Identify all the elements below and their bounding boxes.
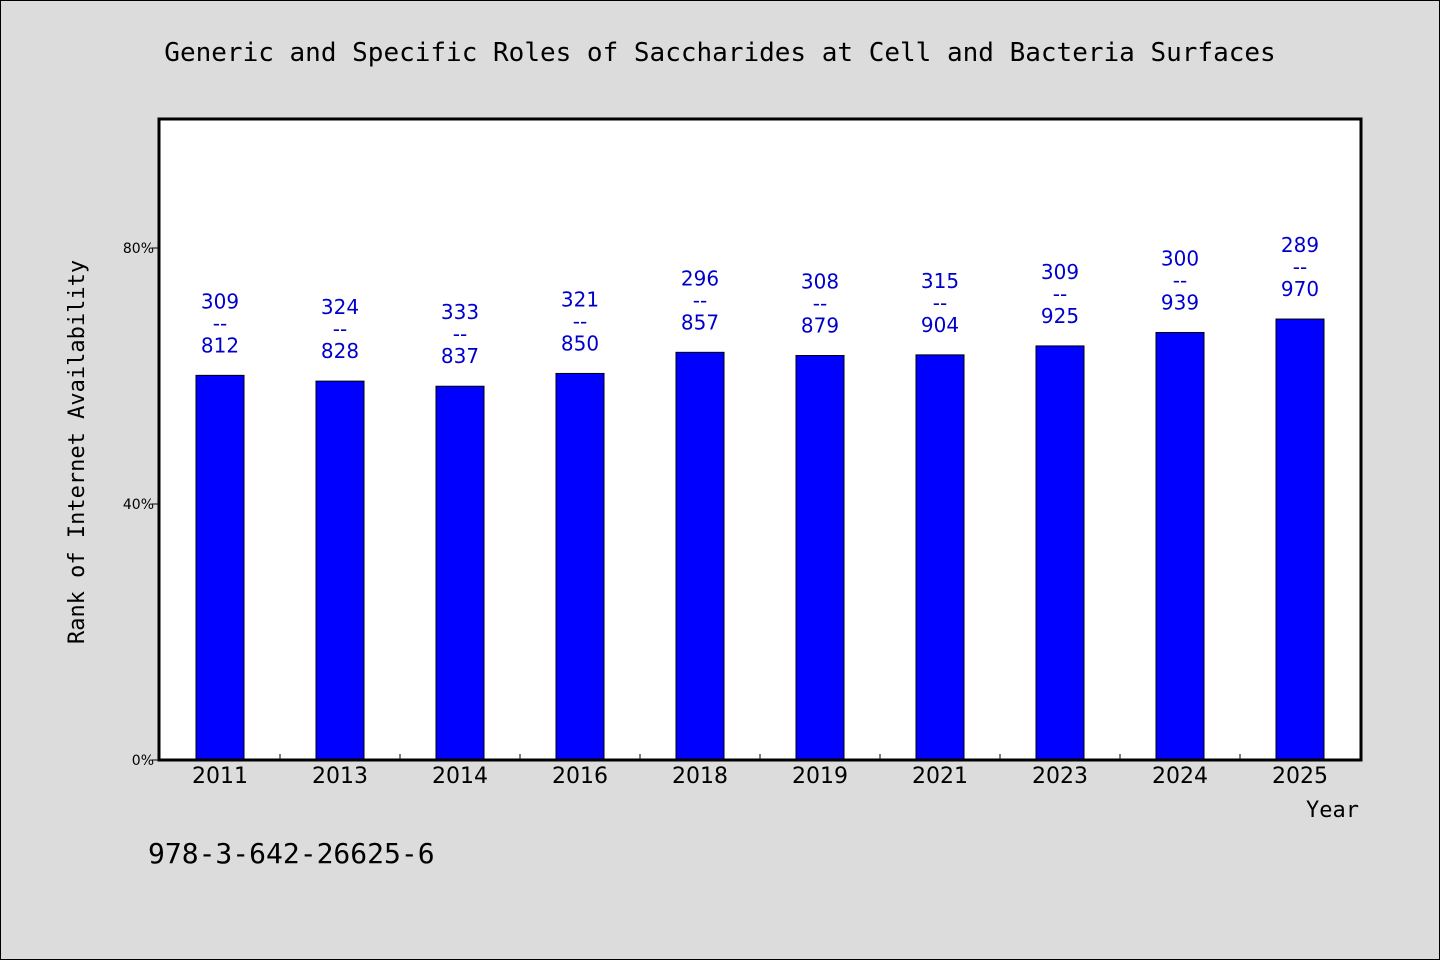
x-tick-label-2013: 2013: [312, 764, 368, 789]
x-tick-label-2024: 2024: [1152, 764, 1208, 789]
bar-label-bottom-2018: 857: [681, 310, 719, 334]
bar-label-bottom-2021: 904: [921, 313, 959, 337]
bar-label-bottom-2014: 837: [441, 344, 479, 368]
bar-label-dash-2024: --: [1173, 268, 1187, 292]
bar-label-dash-2013: --: [333, 317, 347, 341]
y-axis-label: Rank of Internet Availability: [65, 260, 90, 644]
bar-label-top-2021: 315: [921, 269, 959, 293]
y-tick-label-40: 40%: [123, 497, 154, 513]
bar-2016: [555, 372, 605, 761]
bar-label-dash-2023: --: [1053, 282, 1067, 306]
bar-2011: [195, 374, 245, 761]
bar-2024: [1155, 331, 1205, 761]
x-tick-label-2023: 2023: [1032, 764, 1088, 789]
bar-2019: [795, 355, 845, 761]
bar-label-dash-2019: --: [813, 292, 827, 316]
bar-label-dash-2025: --: [1293, 255, 1307, 279]
bar-label-top-2025: 289: [1281, 233, 1319, 257]
bar-data-labels: 309--812324--828333--837321--850296--857…: [201, 233, 1319, 368]
y-tick-label-0: 0%: [132, 753, 154, 769]
bar-label-bottom-2024: 939: [1161, 290, 1199, 314]
bar-label-bottom-2016: 850: [561, 331, 599, 355]
x-tick-label-2016: 2016: [552, 764, 608, 789]
bar-label-bottom-2023: 925: [1041, 304, 1079, 328]
bar-2014: [435, 385, 485, 761]
bar-label-dash-2018: --: [693, 288, 707, 312]
isbn-label: 978-3-642-26625-6: [148, 837, 435, 870]
bar-2018: [675, 351, 725, 761]
bar-2023: [1035, 345, 1085, 761]
bar-label-dash-2011: --: [213, 311, 227, 335]
bar-label-dash-2016: --: [573, 309, 587, 333]
x-tick-label-2011: 2011: [192, 764, 248, 789]
bar-label-top-2019: 308: [801, 270, 839, 294]
bar-2021: [915, 354, 965, 761]
x-axis-ticks: 2011 2013 2014 2016 2018 2019 2021 2023 2024 2025: [159, 754, 1361, 789]
y-axis-ticks: 0% 40% 80%: [123, 241, 160, 769]
x-axis-label: Year: [1306, 798, 1359, 823]
bar-2025: [1275, 318, 1325, 761]
bar-label-bottom-2013: 828: [321, 339, 359, 363]
x-tick-label-2019: 2019: [792, 764, 848, 789]
chart-title: Generic and Specific Roles of Saccharide…: [164, 38, 1275, 68]
x-tick-label-2018: 2018: [672, 764, 728, 789]
y-tick-label-80: 80%: [123, 241, 154, 257]
bar-label-dash-2021: --: [933, 291, 947, 315]
bar-label-top-2013: 324: [321, 295, 359, 319]
bar-2013: [315, 380, 365, 761]
bar-series: [195, 318, 1325, 761]
x-tick-label-2021: 2021: [912, 764, 968, 789]
bar-label-top-2011: 309: [201, 289, 239, 313]
bar-label-bottom-2025: 970: [1281, 277, 1319, 301]
bar-label-bottom-2019: 879: [801, 314, 839, 338]
x-tick-label-2014: 2014: [432, 764, 488, 789]
bar-label-top-2023: 309: [1041, 260, 1079, 284]
bar-label-top-2018: 296: [681, 266, 719, 290]
x-tick-label-2025: 2025: [1272, 764, 1328, 789]
bar-label-dash-2014: --: [453, 322, 467, 346]
bar-label-top-2014: 333: [441, 300, 479, 324]
bar-label-bottom-2011: 812: [201, 333, 239, 357]
bar-label-top-2016: 321: [561, 287, 599, 311]
bar-label-top-2024: 300: [1161, 246, 1199, 270]
